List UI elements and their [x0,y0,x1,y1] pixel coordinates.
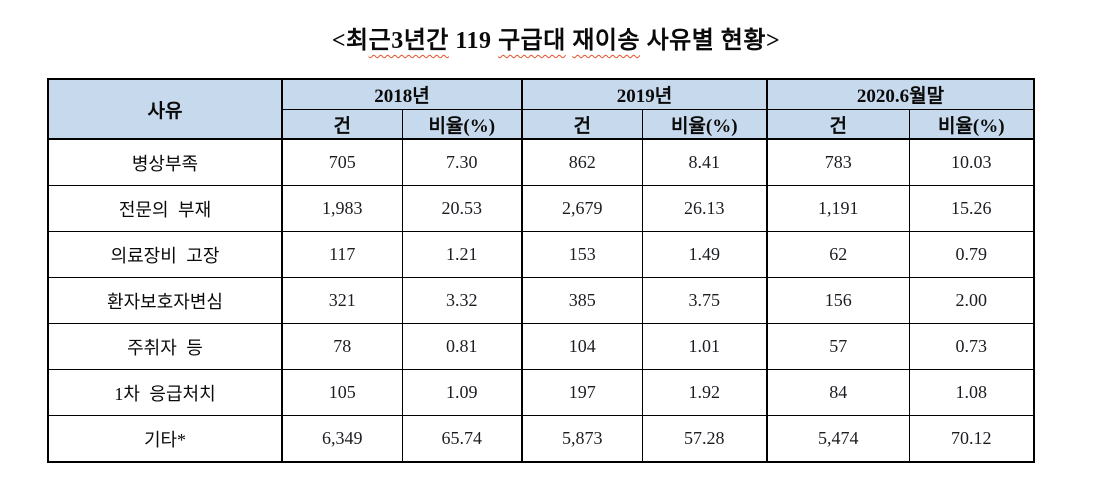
row-label-reason: 전문의 부재 [47,185,283,232]
subheader-count-2019: 건 [521,109,643,140]
cell-ratio-2020: 70.12 [908,415,1035,463]
cell-count-2020: 156 [766,277,910,324]
cell-ratio-2020: 0.79 [908,231,1035,278]
cell-ratio-2020: 15.26 [908,185,1035,232]
cell-ratio-2019: 8.41 [641,138,768,186]
header-row-years: 사유 2018년 2019년 2020.6월말 [47,78,1035,140]
cell-count-2019: 153 [521,231,643,278]
cell-count-2018: 117 [281,231,403,278]
subheader-ratio-2019: 비율(%) [641,109,768,140]
cell-count-2020: 1,191 [766,185,910,232]
cell-ratio-2020: 1.08 [908,369,1035,416]
cell-ratio-2019: 1.01 [641,323,768,370]
cell-count-2020: 62 [766,231,910,278]
table-row: 환자보호자변심 321 3.32 385 3.75 156 2.00 [47,277,1035,324]
cell-count-2018: 321 [281,277,403,324]
column-header-reason: 사유 [47,78,283,140]
cell-count-2019: 2,679 [521,185,643,232]
row-label-reason: 1차 응급처치 [47,369,283,416]
table-row: 전문의 부재 1,983 20.53 2,679 26.13 1,191 15.26 [47,185,1035,232]
cell-ratio-2020: 2.00 [908,277,1035,324]
cell-count-2020: 84 [766,369,910,416]
cell-ratio-2018: 0.81 [401,323,523,370]
cell-count-2018: 6,349 [281,415,403,463]
cell-ratio-2019: 1.49 [641,231,768,278]
subheader-count-2018: 건 [281,109,403,140]
header-row-measures: 건 비율(%) 건 비율(%) 건 비율(%) [48,109,1035,140]
subheader-count-2020: 건 [766,109,910,140]
table-row: 주취자 등 78 0.81 104 1.01 57 0.73 [47,323,1035,370]
cell-ratio-2020: 10.03 [908,138,1035,186]
cell-count-2020: 5,474 [766,415,910,463]
subheader-ratio-2018: 비율(%) [401,109,523,140]
cell-ratio-2018: 3.32 [401,277,523,324]
cell-ratio-2019: 1.92 [641,369,768,416]
column-header-2020: 2020.6월말 [766,78,1035,110]
cell-ratio-2018: 7.30 [401,138,523,186]
cell-count-2019: 5,873 [521,415,643,463]
row-label-reason: 기타* [47,415,283,463]
row-label-reason: 병상부족 [47,138,283,186]
cell-count-2019: 862 [521,138,643,186]
table-row: 1차 응급처치 105 1.09 197 1.92 84 1.08 [47,369,1035,416]
cell-count-2019: 104 [521,323,643,370]
row-label-reason: 의료장비 고장 [47,231,283,278]
cell-count-2018: 105 [281,369,403,416]
row-label-reason: 주취자 등 [47,323,283,370]
cell-ratio-2018: 1.09 [401,369,523,416]
title-segment: 119 [448,28,499,54]
table-header: 사유 2018년 2019년 2020.6월말 건 비율(%) 건 비율(%) … [47,78,1035,140]
cell-count-2020: 783 [766,138,910,186]
cell-count-2020: 57 [766,323,910,370]
table-title: <최근3년간 119 구급대 재이송 사유별 현황> [0,20,1112,55]
title-segment-misspelled: 구급대 [498,28,566,54]
subheader-ratio-2020: 비율(%) [908,109,1035,140]
retransfer-status-table: 사유 2018년 2019년 2020.6월말 건 비율(%) 건 비율(%) … [47,78,1036,463]
column-header-2018: 2018년 [280,78,523,110]
cell-count-2018: 78 [281,323,403,370]
title-segment: <최 [331,28,369,54]
cell-count-2018: 1,983 [281,185,403,232]
table-row: 병상부족 705 7.30 862 8.41 783 10.03 [47,138,1035,186]
column-header-2019: 2019년 [521,78,768,110]
table-row: 의료장비 고장 117 1.21 153 1.49 62 0.79 [47,231,1035,278]
cell-ratio-2019: 57.28 [641,415,768,463]
cell-ratio-2018: 1.21 [401,231,523,278]
cell-count-2019: 197 [521,369,643,416]
title-segment-misspelled: 재이송 [572,28,641,54]
cell-ratio-2019: 26.13 [641,185,768,232]
title-segment: 사유별 현황> [640,28,781,54]
cell-count-2019: 385 [521,277,643,324]
title-segment-misspelled: 근3년간 [368,28,449,54]
cell-count-2018: 705 [281,138,403,186]
cell-ratio-2020: 0.73 [908,323,1035,370]
table-body: 병상부족 705 7.30 862 8.41 783 10.03 전문의 부재 1,983 20.… [47,138,1035,463]
cell-ratio-2018: 20.53 [401,185,523,232]
cell-ratio-2019: 3.75 [641,277,768,324]
cell-ratio-2018: 65.74 [401,415,523,463]
table-row: 기타* 6,349 65.74 5,873 57.28 5,474 70.12 [47,415,1035,463]
row-label-reason: 환자보호자변심 [47,277,283,324]
